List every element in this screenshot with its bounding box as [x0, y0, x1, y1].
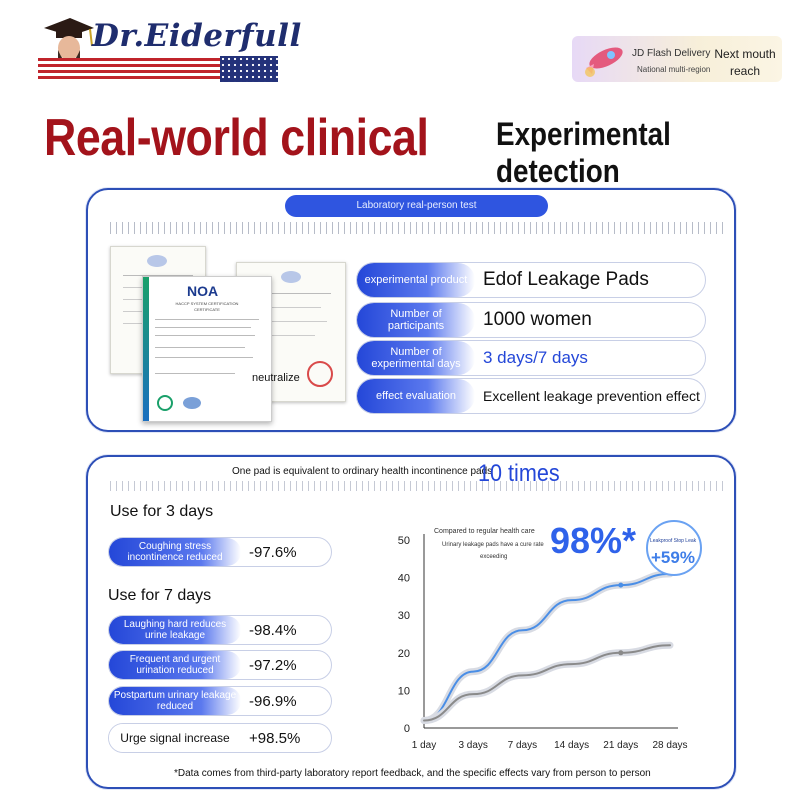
flag-stripes: [38, 58, 278, 80]
chart-annotation: Urinary leakage pads have a cure rate: [442, 542, 544, 548]
haccp-certificate: NOA HACCP SYSTEM CERTIFICATION CERTIFICA…: [142, 276, 272, 422]
cure-rate-highlight: 98%*: [550, 520, 637, 561]
brand-logo-text: Dr.Eiderfull: [92, 18, 302, 54]
result-row-label: Urge signal increase: [109, 724, 241, 752]
result-row-value: -98.4%: [249, 621, 297, 639]
y-tick-label: 10: [398, 685, 410, 697]
result-row: Urge signal increase +98.5%: [108, 723, 332, 753]
x-tick-label: 7 days: [508, 740, 537, 751]
equivalence-multiplier: 10 times: [478, 460, 560, 487]
spec-row-label: experimental product: [357, 263, 475, 297]
leakproof-badge-value: +59%: [651, 548, 695, 567]
equivalence-note: One pad is equivalent to ordinary health…: [232, 466, 493, 477]
x-tick-label: 3 days: [458, 740, 487, 751]
result-row-label: Laughing hard reduces urine leakage: [109, 616, 241, 644]
lab-test-header: Laboratory real-person test: [285, 195, 548, 217]
shipping-line3: Next mouth reach: [714, 47, 776, 78]
spec-row-value: 3 days/7 days: [483, 348, 588, 367]
footnote: *Data comes from third-party laboratory …: [174, 768, 651, 779]
spec-row: experimental product Edof Leakage Pads: [356, 262, 706, 298]
spec-row-label: effect evaluation: [357, 379, 475, 413]
result-row-value: +98.5%: [249, 729, 301, 747]
spec-row-label: Number of experimental days: [357, 341, 475, 375]
chart-annotation: Compared to regular health care: [434, 528, 535, 535]
series-point: [618, 650, 624, 656]
effect-line-chart: 0 10 20 30 40 50 1 day 3 days 7 days 14 days 21 da…: [398, 534, 688, 751]
certificate-overlay-text: neutralize: [252, 372, 300, 384]
chart-annotation: exceeding: [480, 554, 508, 560]
y-tick-label: 0: [404, 723, 410, 735]
secondary-heading: Experimental detection: [496, 116, 671, 189]
result-row-label: Coughing stress incontinence reduced: [109, 538, 241, 566]
ruler-decoration: [110, 222, 724, 234]
x-tick-label: 21 days: [603, 740, 638, 751]
y-tick-label: 40: [398, 573, 410, 585]
series-line-shadow: [420, 641, 674, 724]
result-row: Coughing stress incontinence reduced -97…: [108, 537, 332, 567]
spec-row: Number of experimental days 3 days/7 day…: [356, 340, 706, 376]
series-point: [618, 582, 624, 588]
spec-row-label: Number of participants: [357, 303, 475, 337]
leakproof-badge: [646, 520, 702, 576]
y-tick-label: 50: [398, 535, 410, 547]
result-row-value: -96.9%: [249, 692, 297, 710]
spec-row-value: Edof Leakage Pads: [483, 269, 649, 290]
shipping-line2: National multi-region: [637, 65, 711, 74]
result-row: Laughing hard reduces urine leakage -98.…: [108, 615, 332, 645]
seven-days-title: Use for 7 days: [108, 587, 212, 604]
spec-row: effect evaluation Excellent leakage prev…: [356, 378, 706, 414]
x-tick-label: 28 days: [652, 740, 687, 751]
result-row-label: Frequent and urgent urination reduced: [109, 651, 241, 679]
spec-row: Number of participants 1000 women: [356, 302, 706, 338]
result-row-value: -97.6%: [249, 543, 297, 561]
y-tick-label: 30: [398, 610, 410, 622]
y-tick-label: 20: [398, 648, 410, 660]
rocket-icon: [585, 47, 623, 77]
x-tick-label: 14 days: [554, 740, 589, 751]
spec-row-value: Excellent leakage prevention effect: [483, 388, 700, 404]
series-line: [423, 644, 671, 722]
noa-logo: NOA: [187, 283, 219, 299]
result-row: Postpartum urinary leakage reduced -96.9…: [108, 686, 332, 716]
three-days-title: Use for 3 days: [110, 503, 214, 520]
leakproof-badge-label: Leakproof Stop Leak: [650, 538, 697, 544]
x-tick-label: 1 day: [412, 740, 436, 751]
certificates-image: NOA HACCP SYSTEM CERTIFICATION CERTIFICA…: [110, 244, 348, 422]
ruler-decoration: [110, 481, 724, 491]
flag-stars: [220, 56, 278, 82]
result-row: Frequent and urgent urination reduced -9…: [108, 650, 332, 680]
spec-row-value: 1000 women: [483, 309, 592, 330]
result-row-label: Postpartum urinary leakage reduced: [109, 687, 241, 715]
main-heading: Real-world clinical: [44, 109, 429, 167]
shipping-line1: JD Flash Delivery: [632, 48, 711, 59]
result-row-value: -97.2%: [249, 656, 297, 674]
